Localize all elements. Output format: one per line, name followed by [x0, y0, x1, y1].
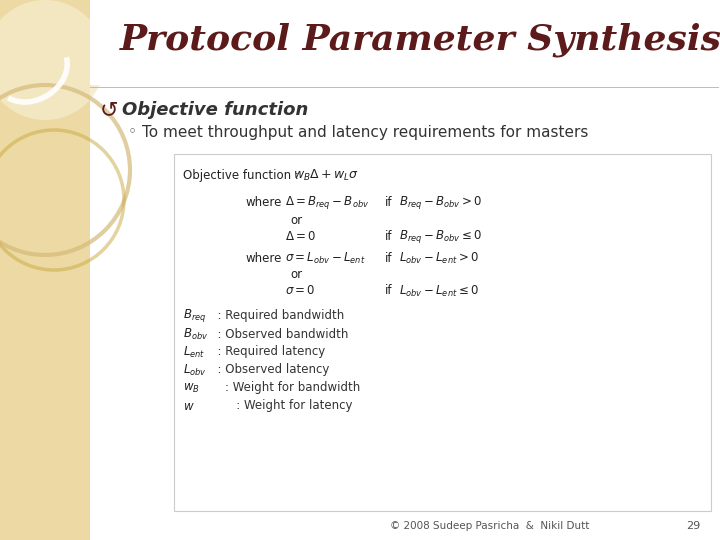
Text: $L_{obv}$: $L_{obv}$ [183, 362, 207, 377]
Text: : Weight for latency: : Weight for latency [210, 400, 353, 413]
Text: where: where [245, 252, 282, 265]
Text: : Required bandwidth: : Required bandwidth [210, 309, 344, 322]
Text: $w_B$: $w_B$ [183, 381, 199, 395]
Text: $L_{ent}$: $L_{ent}$ [183, 345, 205, 360]
Text: or: or [290, 267, 302, 280]
FancyBboxPatch shape [174, 154, 711, 511]
Text: ↺: ↺ [100, 100, 119, 120]
Text: : Observed bandwidth: : Observed bandwidth [210, 327, 348, 341]
Text: $\sigma = L_{obv} - L_{ent}$: $\sigma = L_{obv} - L_{ent}$ [285, 251, 366, 266]
Text: $\Delta = 0$: $\Delta = 0$ [285, 231, 316, 244]
Text: : Observed latency: : Observed latency [210, 363, 329, 376]
Text: : Required latency: : Required latency [210, 346, 325, 359]
Bar [90, 0, 720, 85]
Text: © 2008 Sudeep Pasricha  &  Nikil Dutt: © 2008 Sudeep Pasricha & Nikil Dutt [390, 521, 590, 531]
Text: if: if [385, 252, 392, 265]
Circle shape [0, 0, 105, 120]
Text: $\Delta = B_{req} - B_{obv}$: $\Delta = B_{req} - B_{obv}$ [285, 194, 369, 212]
Text: $B_{obv}$: $B_{obv}$ [183, 327, 208, 342]
Text: Protocol Parameter Synthesis: Protocol Parameter Synthesis [120, 23, 720, 57]
Text: $\sigma = 0$: $\sigma = 0$ [285, 285, 315, 298]
Text: $B_{req} - B_{obv} \leq 0$: $B_{req} - B_{obv} \leq 0$ [399, 228, 482, 246]
Text: if: if [385, 285, 392, 298]
Text: $w_B\Delta + w_L\sigma$: $w_B\Delta + w_L\sigma$ [293, 167, 359, 183]
Text: Objective function: Objective function [122, 101, 308, 119]
Text: $B_{req} - B_{obv} > 0$: $B_{req} - B_{obv} > 0$ [399, 194, 482, 212]
Text: ◦: ◦ [128, 125, 137, 139]
Text: $B_{req}$: $B_{req}$ [183, 307, 207, 325]
Text: $L_{obv} - L_{ent} > 0$: $L_{obv} - L_{ent} > 0$ [399, 251, 479, 266]
Text: 29: 29 [685, 521, 700, 531]
Text: To meet throughput and latency requirements for masters: To meet throughput and latency requireme… [142, 125, 588, 139]
Text: or: or [290, 213, 302, 226]
Bar [0, 0, 90, 540]
Text: if: if [385, 231, 392, 244]
Text: if: if [385, 197, 392, 210]
Text: : Weight for bandwidth: : Weight for bandwidth [210, 381, 360, 395]
Text: $L_{obv} - L_{ent} \leq 0$: $L_{obv} - L_{ent} \leq 0$ [399, 284, 479, 299]
Text: $w$: $w$ [183, 400, 194, 413]
Text: Objective function :: Objective function : [183, 168, 299, 181]
Text: where: where [245, 197, 282, 210]
